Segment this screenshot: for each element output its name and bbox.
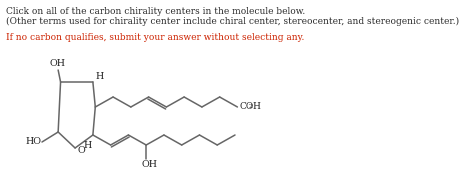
- Text: H: H: [83, 141, 91, 150]
- Text: O: O: [78, 146, 85, 155]
- Text: CO: CO: [239, 102, 253, 111]
- Text: HO: HO: [26, 137, 42, 146]
- Text: H: H: [252, 102, 260, 111]
- Text: (Other terms used for chirality center include chiral center, stereocenter, and : (Other terms used for chirality center i…: [6, 17, 459, 26]
- Text: OH: OH: [49, 59, 65, 68]
- Text: If no carbon qualifies, submit your answer without selecting any.: If no carbon qualifies, submit your answ…: [6, 33, 304, 42]
- Text: OH: OH: [141, 160, 157, 169]
- Text: 2: 2: [249, 104, 253, 109]
- Text: H: H: [95, 72, 103, 81]
- Text: Click on all of the carbon chirality centers in the molecule below.: Click on all of the carbon chirality cen…: [6, 7, 305, 16]
